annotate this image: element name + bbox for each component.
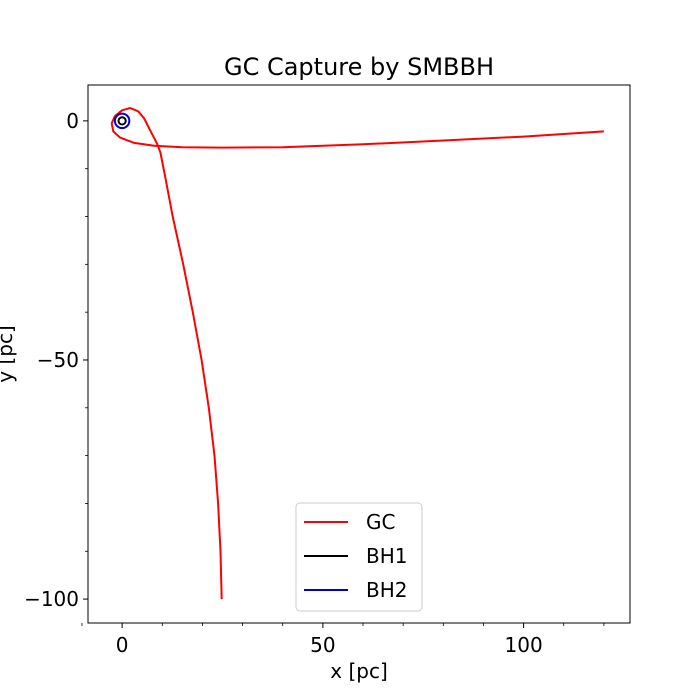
y-axis-label: y [pc] <box>0 325 17 383</box>
series-bh2-orbit <box>113 112 131 130</box>
x-axis-label: x [pc] <box>330 659 388 683</box>
plot-area <box>87 84 631 624</box>
plot-frame <box>87 84 631 624</box>
y-tick-label: −50 <box>37 348 79 372</box>
tick-group: 0 50 100 0 −50 −100 <box>24 109 605 657</box>
series-bh1-orbit <box>117 116 127 126</box>
legend-label-bh1: BH1 <box>366 544 407 568</box>
legend-label-gc: GC <box>366 510 395 534</box>
series-gc-line <box>110 107 604 600</box>
x-tick-label: 100 <box>505 633 543 657</box>
legend-label-bh2: BH2 <box>366 578 407 602</box>
legend-box <box>295 502 423 612</box>
x-tick-label: 50 <box>310 633 335 657</box>
y-tick-label: 0 <box>66 109 79 133</box>
legend: GC BH1 BH2 <box>295 502 423 612</box>
y-tick-label: −100 <box>24 587 79 611</box>
chart-title: GC Capture by SMBBH <box>224 53 494 81</box>
x-tick-label: 0 <box>116 633 129 657</box>
